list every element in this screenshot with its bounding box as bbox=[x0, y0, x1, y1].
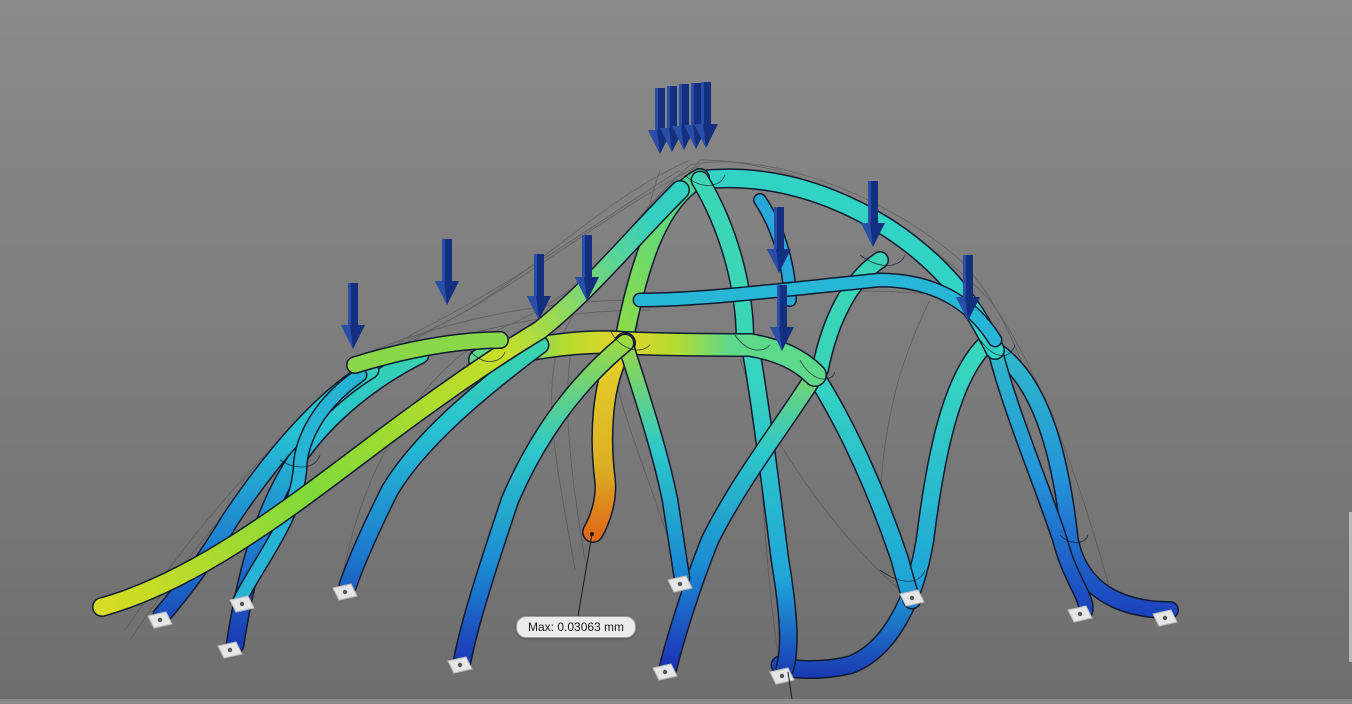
support-pads bbox=[147, 575, 1178, 685]
left-legs bbox=[152, 335, 550, 655]
max-label-leader bbox=[577, 532, 793, 700]
center-node-arms bbox=[452, 330, 827, 672]
panel-edge-handle[interactable] bbox=[1349, 512, 1352, 662]
center-right-legs bbox=[658, 335, 922, 678]
right-arches bbox=[770, 335, 1179, 680]
left-long-arm bbox=[92, 180, 690, 617]
max-displacement-label: Max: 0.03063 mm bbox=[516, 616, 637, 638]
mesh-lines bbox=[279, 174, 1089, 582]
